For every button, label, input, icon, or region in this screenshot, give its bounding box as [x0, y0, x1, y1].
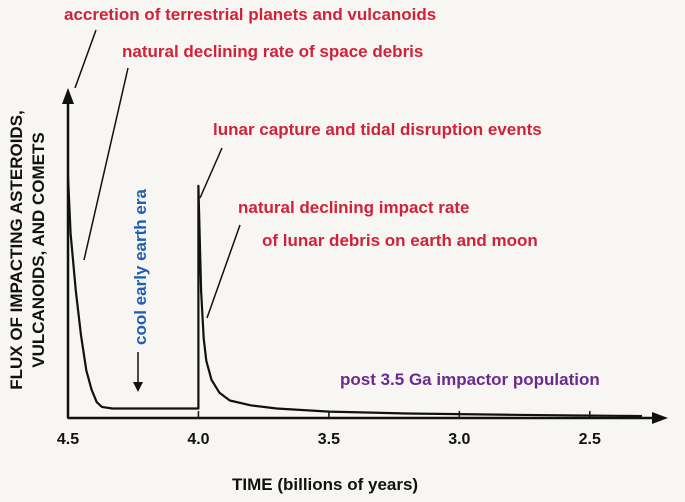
- y-axis-title-line-1: FLUX OF IMPACTING ASTEROIDS,: [7, 110, 26, 390]
- x-axis-arrow: [652, 412, 668, 424]
- annotation-impact-rate-1: natural declining impact rate: [238, 198, 469, 217]
- annotation-accretion: accretion of terrestrial planets and vul…: [64, 5, 436, 24]
- x-ticks: 4.5 4.0 3.5 3.0 2.5: [57, 411, 601, 448]
- x-tick-label-1: 4.0: [187, 431, 209, 448]
- annotation-post-population: post 3.5 Ga impactor population: [340, 370, 600, 389]
- x-axis-title: TIME (billions of years): [232, 475, 418, 494]
- x-tick-label-0: 4.5: [57, 431, 79, 448]
- annotation-space-debris: natural declining rate of space debris: [122, 42, 423, 61]
- y-axis-arrow: [62, 88, 74, 104]
- y-axis-title-line-2: VULCANOIDS, AND COMETS: [29, 132, 48, 368]
- annotation-lunar-capture: lunar capture and tidal disruption event…: [213, 120, 542, 139]
- x-tick-label-3: 3.0: [448, 431, 470, 448]
- pointer-space-debris: [83, 67, 129, 261]
- annotation-cool-era: cool early earth era: [131, 189, 150, 345]
- pointer-accretion: [74, 29, 97, 89]
- annotation-impact-rate-2: of lunar debris on earth and moon: [262, 231, 538, 250]
- x-tick-label-4: 2.5: [579, 431, 601, 448]
- pointer-lunar-capture: [199, 147, 223, 199]
- pointer-impact-rate: [206, 224, 241, 319]
- y-axis-title: FLUX OF IMPACTING ASTEROIDS, VULCANOIDS,…: [7, 110, 48, 390]
- x-tick-label-2: 3.5: [318, 431, 340, 448]
- pointer-cool-era-arrowhead: [133, 382, 143, 392]
- series-line: [66, 176, 643, 418]
